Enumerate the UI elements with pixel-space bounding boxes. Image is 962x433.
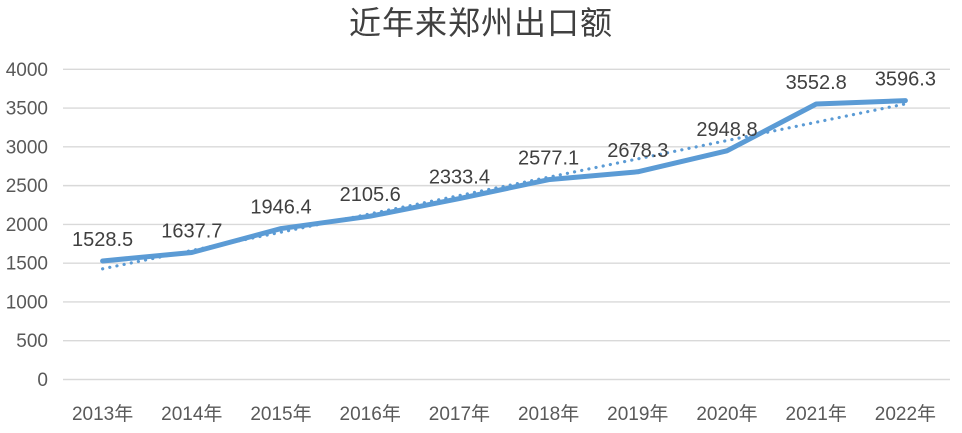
x-axis-tick-label: 2018年 [518, 403, 579, 425]
y-axis-tick-label: 2500 [6, 176, 48, 197]
data-label: 1637.7 [161, 220, 222, 242]
data-label: 2105.6 [340, 184, 401, 206]
x-axis-tick-label: 2019年 [607, 403, 668, 425]
series-line [100, 98, 908, 264]
x-axis-tick-label: 2020年 [696, 403, 757, 425]
data-label: 3596.3 [875, 69, 936, 91]
data-label: 1528.5 [72, 229, 133, 251]
y-axis-tick-label: 4000 [6, 60, 48, 81]
data-label: 2678.3 [607, 140, 668, 162]
y-axis-tick-label: 0 [37, 370, 48, 391]
x-axis-tick-label: 2014年 [161, 403, 222, 425]
y-axis-tick-label: 1000 [6, 292, 48, 313]
data-label: 3552.8 [786, 72, 847, 94]
y-axis-tick-label: 3000 [6, 137, 48, 158]
x-axis-tick-label: 2021年 [786, 403, 847, 425]
y-axis-tick-label: 500 [16, 331, 48, 352]
x-axis-tick-label: 2022年 [875, 403, 936, 425]
y-axis-tick-label: 2000 [6, 215, 48, 236]
data-label: 2577.1 [518, 148, 579, 170]
data-label: 2333.4 [429, 167, 490, 189]
x-axis-tick-label: 2015年 [250, 403, 311, 425]
data-label: 2948.8 [696, 119, 757, 141]
y-axis-tick-label: 3500 [6, 99, 48, 120]
data-label: 1946.4 [250, 197, 311, 219]
x-axis-tick-label: 2016年 [340, 403, 401, 425]
chart-title: 近年来郑州出口额 [348, 4, 613, 42]
y-axis-tick-label: 1500 [6, 254, 48, 275]
trendline-dotted [100, 102, 908, 271]
x-axis-tick-label: 2017年 [429, 403, 490, 425]
x-axis-tick-label: 2013年 [72, 403, 133, 425]
